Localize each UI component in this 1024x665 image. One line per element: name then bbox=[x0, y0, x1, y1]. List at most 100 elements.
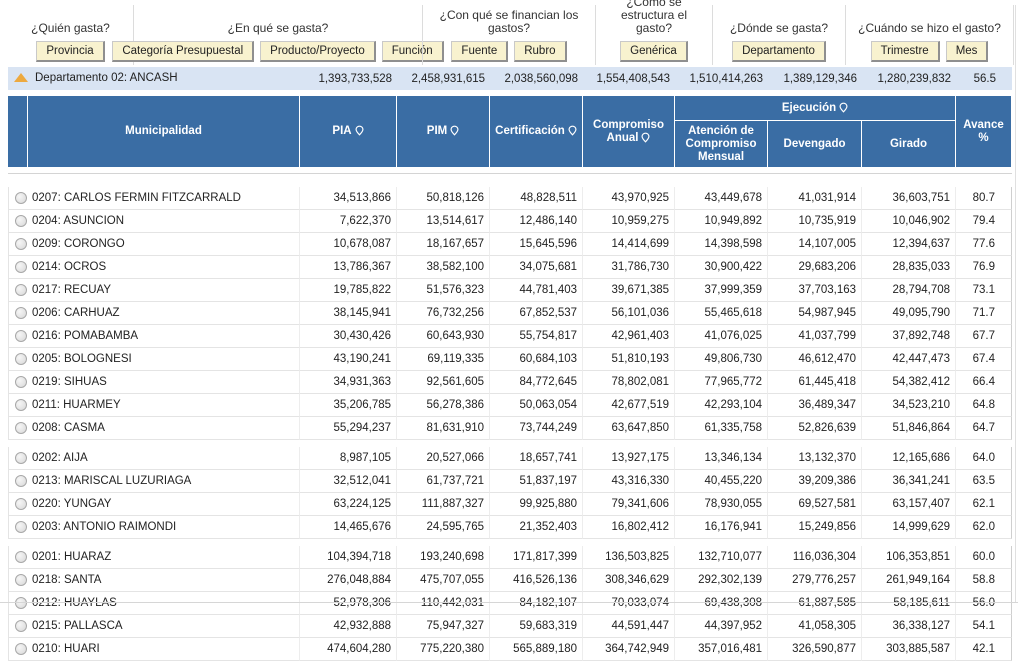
girado-value: 36,603,751 bbox=[862, 187, 957, 210]
row-radio-button[interactable] bbox=[15, 573, 27, 586]
devengado-value: 15,249,856 bbox=[768, 516, 863, 539]
row-radio-button[interactable] bbox=[15, 398, 27, 411]
row-radio-button[interactable] bbox=[15, 214, 27, 227]
pia-value: 474,604,280 bbox=[300, 638, 398, 661]
pia-value: 14,465,676 bbox=[300, 516, 398, 539]
row-select-cell bbox=[8, 615, 28, 638]
row-radio-button[interactable] bbox=[15, 421, 27, 434]
sort-pin-icon[interactable] bbox=[450, 125, 459, 136]
girado-value: 34,523,210 bbox=[862, 394, 957, 417]
pim-value: 75,947,327 bbox=[397, 615, 491, 638]
compromiso-anual-value: 78,802,081 bbox=[583, 371, 676, 394]
devengado-value: 326,590,877 bbox=[768, 638, 863, 661]
row-radio-button[interactable] bbox=[15, 191, 27, 204]
compromiso-anual-value: 31,786,730 bbox=[583, 256, 676, 279]
row-select-cell bbox=[8, 187, 28, 210]
sort-pin-icon[interactable] bbox=[355, 125, 364, 136]
compromiso-anual-value: 308,346,629 bbox=[583, 569, 676, 592]
certificacion-value: 84,772,645 bbox=[490, 371, 584, 394]
compromiso-anual-value: 364,742,949 bbox=[583, 638, 676, 661]
compromiso-anual-value: 51,810,193 bbox=[583, 348, 676, 371]
row-radio-button[interactable] bbox=[15, 642, 27, 655]
girado-value: 54,382,412 bbox=[862, 371, 957, 394]
atencion-mensual-value: 40,455,220 bbox=[675, 470, 769, 493]
devengado-value: 37,703,163 bbox=[768, 279, 863, 302]
sort-pin-icon[interactable] bbox=[839, 102, 848, 113]
girado-value: 10,046,902 bbox=[862, 210, 957, 233]
devengado-value: 46,612,470 bbox=[768, 348, 863, 371]
row-radio-button[interactable] bbox=[15, 375, 27, 388]
summary-devengado: 1,389,129,346 bbox=[768, 67, 863, 90]
fuente-button[interactable]: Fuente bbox=[451, 41, 509, 62]
row-radio-button[interactable] bbox=[15, 520, 27, 533]
compromiso-anual-value: 42,677,519 bbox=[583, 394, 676, 417]
producto-proyecto-button[interactable]: Producto/Proyecto bbox=[260, 41, 376, 62]
row-radio-button[interactable] bbox=[15, 550, 27, 563]
sort-triangle-icon[interactable] bbox=[14, 73, 28, 83]
girado-value: 12,394,637 bbox=[862, 233, 957, 256]
table-row: 0214: OCROS 13,786,367 38,582,100 34,075,68… bbox=[8, 256, 1013, 279]
sort-pin-icon[interactable] bbox=[641, 132, 650, 143]
girado-value: 58,185,611 bbox=[862, 592, 957, 615]
row-radio-button[interactable] bbox=[15, 329, 27, 342]
filter-group-en-que-se-gasta: ¿En qué se gasta? Categoría Presupuestal… bbox=[112, 5, 444, 65]
table-row: 0219: SIHUAS 34,931,363 92,561,605 84,772,6… bbox=[8, 371, 1013, 394]
table-row: 0206: CARHUAZ 38,145,941 76,732,256 67,852,… bbox=[8, 302, 1013, 325]
table-row: 0205: BOLOGNESI 43,190,241 69,119,335 60,68… bbox=[8, 348, 1013, 371]
summary-girado: 1,280,239,832 bbox=[862, 67, 957, 90]
devengado-value: 14,107,005 bbox=[768, 233, 863, 256]
certificacion-value: 565,889,180 bbox=[490, 638, 584, 661]
table-row: 0217: RECUAY 19,785,822 51,576,323 44,781,4… bbox=[8, 279, 1013, 302]
compromiso-anual-value: 39,671,385 bbox=[583, 279, 676, 302]
table-row: 0202: AIJA 8,987,105 20,527,066 18,657,741 1… bbox=[8, 447, 1013, 470]
page-right-divider bbox=[1015, 5, 1016, 602]
col-header-girado: Girado bbox=[862, 121, 957, 168]
certificacion-value: 15,645,596 bbox=[490, 233, 584, 256]
row-radio-button[interactable] bbox=[15, 474, 27, 487]
pim-value: 475,707,055 bbox=[397, 569, 491, 592]
col-header-empty bbox=[8, 96, 28, 168]
girado-value: 28,835,033 bbox=[862, 256, 957, 279]
provincia-button[interactable]: Provincia bbox=[36, 41, 105, 62]
summary-label: Departamento 02: ANCASH bbox=[35, 72, 178, 85]
atencion-mensual-value: 43,449,678 bbox=[675, 187, 769, 210]
row-radio-button[interactable] bbox=[15, 260, 27, 273]
pia-value: 43,190,241 bbox=[300, 348, 398, 371]
row-select-cell bbox=[8, 417, 28, 440]
municipality-name: 0215: PALLASCA bbox=[28, 615, 301, 638]
pia-value: 10,678,087 bbox=[300, 233, 398, 256]
atencion-mensual-value: 14,398,598 bbox=[675, 233, 769, 256]
filter-question: ¿Cuándo se hizo el gasto? bbox=[858, 21, 1001, 35]
row-radio-button[interactable] bbox=[15, 451, 27, 464]
municipality-name: 0208: CASMA bbox=[28, 417, 301, 440]
certificacion-value: 18,657,741 bbox=[490, 447, 584, 470]
avance-value: 42.1 bbox=[956, 638, 1013, 661]
atencion-mensual-value: 69,438,308 bbox=[675, 592, 769, 615]
row-select-cell bbox=[8, 493, 28, 516]
municipality-name: 0211: HUARMEY bbox=[28, 394, 301, 417]
categoria-presupuestal-button[interactable]: Categoría Presupuestal bbox=[112, 41, 255, 62]
col-header-compromiso-anual: Compromiso Anual bbox=[583, 96, 676, 168]
trimestre-button[interactable]: Trimestre bbox=[870, 41, 940, 62]
row-radio-button[interactable] bbox=[15, 352, 27, 365]
departamento-button[interactable]: Departamento bbox=[732, 41, 826, 62]
devengado-value: 13,132,370 bbox=[768, 447, 863, 470]
generica-button[interactable]: Genérica bbox=[620, 41, 688, 62]
mes-button[interactable]: Mes bbox=[945, 41, 989, 62]
pia-value: 34,931,363 bbox=[300, 371, 398, 394]
rubro-button[interactable]: Rubro bbox=[514, 41, 567, 62]
atencion-mensual-value: 292,302,139 bbox=[675, 569, 769, 592]
girado-value: 28,794,708 bbox=[862, 279, 957, 302]
sort-pin-icon[interactable] bbox=[568, 125, 577, 136]
girado-value: 36,338,127 bbox=[862, 615, 957, 638]
row-radio-button[interactable] bbox=[15, 283, 27, 296]
summary-avance: 56.5 bbox=[956, 67, 1013, 90]
row-radio-button[interactable] bbox=[15, 306, 27, 319]
col-header-pia: PIA bbox=[300, 96, 398, 168]
row-radio-button[interactable] bbox=[15, 237, 27, 250]
row-select-cell bbox=[8, 279, 28, 302]
devengado-value: 10,735,919 bbox=[768, 210, 863, 233]
row-radio-button[interactable] bbox=[15, 619, 27, 632]
row-select-cell bbox=[8, 569, 28, 592]
row-radio-button[interactable] bbox=[15, 497, 27, 510]
